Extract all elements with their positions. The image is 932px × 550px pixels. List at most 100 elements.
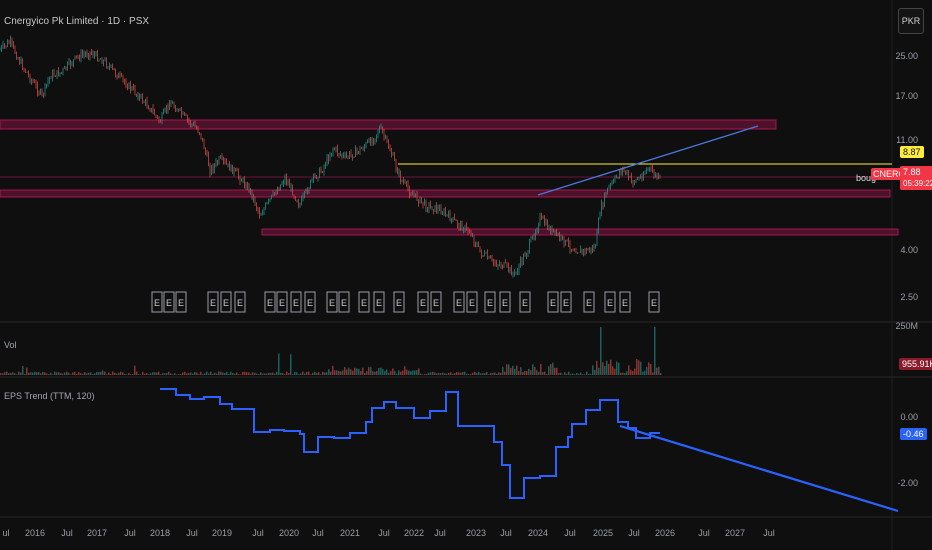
- volume-bar: [330, 371, 332, 375]
- volume-bar: [340, 371, 342, 375]
- earnings-marker[interactable]: [547, 291, 559, 313]
- volume-bar: [306, 371, 308, 375]
- volume-bar: [98, 371, 100, 375]
- volume-bar: [40, 373, 42, 375]
- volume-bar: [232, 373, 234, 375]
- volume-bar: [182, 372, 184, 375]
- volume-bar: [6, 371, 8, 375]
- earnings-marker[interactable]: [234, 291, 246, 313]
- earnings-marker[interactable]: [276, 291, 288, 313]
- price-axis-tick: 4.00: [900, 245, 918, 255]
- volume-bar: [554, 367, 556, 375]
- volume-bar: [626, 371, 628, 375]
- earnings-marker-glyph: E: [396, 298, 402, 308]
- time-axis-label: 2026: [654, 528, 676, 538]
- volume-bar: [480, 373, 482, 375]
- volume-bar: [358, 368, 360, 375]
- volume-bar: [34, 371, 36, 375]
- earnings-marker-glyph: E: [210, 298, 216, 308]
- volume-bar: [622, 372, 624, 375]
- earnings-marker[interactable]: [430, 291, 442, 313]
- support-zone[interactable]: [0, 189, 891, 198]
- earnings-marker[interactable]: [326, 291, 338, 313]
- eps-pane-label[interactable]: EPS Trend (TTM, 120): [4, 391, 95, 401]
- volume-bar: [628, 365, 630, 375]
- volume-bar: [386, 369, 388, 375]
- volume-bar: [658, 366, 660, 375]
- currency-button[interactable]: PKR: [898, 8, 924, 34]
- volume-bar: [352, 370, 354, 375]
- time-axis-label: 2019: [211, 528, 233, 538]
- volume-bar: [276, 371, 278, 375]
- volume-bar: [434, 372, 436, 375]
- earnings-marker[interactable]: [175, 291, 187, 313]
- price-candles[interactable]: [0, 35, 661, 278]
- volume-bar: [612, 366, 614, 375]
- earnings-marker[interactable]: [393, 291, 405, 313]
- earnings-marker[interactable]: [220, 291, 232, 313]
- annotation-label: boug: [856, 173, 877, 183]
- volume-pane-label[interactable]: Vol: [4, 340, 17, 350]
- volume-bar: [544, 371, 546, 375]
- volume-bar: [194, 371, 196, 375]
- earnings-marker[interactable]: [338, 291, 350, 313]
- volume-bar: [492, 372, 494, 375]
- volume-bar: [62, 373, 64, 375]
- volume-bar: [468, 374, 470, 375]
- earnings-marker[interactable]: [373, 291, 385, 313]
- volume-bar: [524, 370, 526, 375]
- volume-bar: [264, 373, 266, 375]
- hline-price-tag: 8.87: [900, 146, 924, 158]
- earnings-marker[interactable]: [648, 291, 660, 313]
- earnings-marker[interactable]: [583, 291, 595, 313]
- earnings-marker[interactable]: [619, 291, 631, 313]
- volume-bar: [268, 372, 270, 375]
- volume-bar: [188, 373, 190, 375]
- volume-bar: [376, 371, 378, 375]
- volume-bar: [78, 371, 80, 375]
- volume-bar: [130, 374, 132, 375]
- earnings-marker-glyph: E: [267, 298, 273, 308]
- eps-trend-line[interactable]: [160, 388, 660, 499]
- volume-bar: [502, 366, 504, 375]
- resistance-zone[interactable]: [0, 119, 777, 130]
- volume-bar: [576, 372, 578, 375]
- volume-bar: [418, 368, 420, 375]
- eps-projection-line[interactable]: [619, 424, 899, 513]
- volume-bar: [286, 371, 288, 375]
- volume-bar: [122, 372, 124, 375]
- earnings-marker[interactable]: [499, 291, 511, 313]
- earnings-marker[interactable]: [264, 291, 276, 313]
- volume-bar: [556, 367, 558, 375]
- earnings-marker[interactable]: [417, 291, 429, 313]
- earnings-marker[interactable]: [304, 291, 316, 313]
- earnings-marker[interactable]: [163, 291, 175, 313]
- earnings-marker[interactable]: [604, 291, 616, 313]
- volume-bar: [594, 369, 596, 375]
- volume-bar: [36, 372, 38, 375]
- earnings-marker-glyph: E: [329, 298, 335, 308]
- earnings-marker[interactable]: [151, 291, 163, 313]
- support-zone-low[interactable]: [261, 228, 899, 236]
- volume-bar: [314, 371, 316, 375]
- volume-bar: [636, 359, 638, 375]
- earnings-marker[interactable]: [290, 291, 302, 313]
- earnings-marker[interactable]: [519, 291, 531, 313]
- earnings-marker[interactable]: [207, 291, 219, 313]
- volume-bar: [246, 372, 248, 375]
- volume-bar: [460, 372, 462, 375]
- earnings-marker-glyph: E: [456, 298, 462, 308]
- trendline-drawing[interactable]: [537, 125, 759, 196]
- volume-bar: [42, 371, 44, 375]
- earnings-marker[interactable]: [358, 291, 370, 313]
- earnings-marker[interactable]: [560, 291, 572, 313]
- earnings-marker[interactable]: [453, 291, 465, 313]
- volume-bar: [216, 373, 218, 375]
- volume-bar: [32, 372, 34, 375]
- volume-bar: [356, 368, 358, 375]
- volume-bar: [258, 373, 260, 375]
- earnings-marker[interactable]: [484, 291, 496, 313]
- earnings-marker[interactable]: [466, 291, 478, 313]
